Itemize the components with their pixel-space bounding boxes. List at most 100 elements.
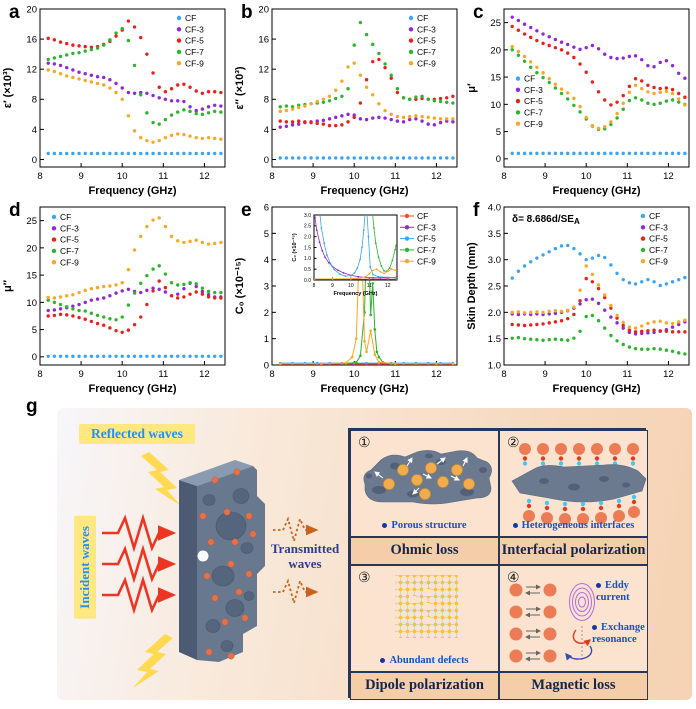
svg-text:5: 5 xyxy=(496,127,501,138)
svg-text:20: 20 xyxy=(258,4,269,15)
magnetic-loss-art xyxy=(509,583,595,663)
svg-text:CF-5: CF-5 xyxy=(524,96,543,106)
porous-structure-label: Porous structure xyxy=(351,520,498,531)
svg-text:5: 5 xyxy=(264,229,269,240)
svg-text:3.5: 3.5 xyxy=(488,229,501,240)
svg-text:2.0: 2.0 xyxy=(488,308,501,319)
mechanism-cell-defects: ③ xyxy=(350,565,499,672)
svg-text:ε″ (×10³): ε″ (×10³) xyxy=(234,66,246,110)
svg-text:3: 3 xyxy=(264,281,269,292)
svg-text:8: 8 xyxy=(501,369,506,380)
svg-text:5: 5 xyxy=(32,325,37,336)
porous-block-art xyxy=(179,460,265,662)
svg-text:6: 6 xyxy=(264,202,269,213)
svg-text:11: 11 xyxy=(390,171,400,182)
svg-text:8: 8 xyxy=(269,369,274,380)
svg-text:11: 11 xyxy=(390,369,400,380)
panel-e: e 8 9 10 11 12 0 1 2 3 4 5 6 Frequency (GHz) C₀ (×10⁻… xyxy=(232,198,464,396)
svg-text:1.0: 1.0 xyxy=(304,256,311,262)
transmitted-wave-arrows xyxy=(273,516,319,607)
svg-text:CF: CF xyxy=(417,211,428,221)
panel-letter-a: a xyxy=(9,2,20,23)
circled-number-2: ② xyxy=(507,434,520,450)
svg-text:9: 9 xyxy=(331,283,334,289)
svg-text:CF-5: CF-5 xyxy=(417,36,436,46)
chart-skin-depth: 8 9 10 11 12 1.0 1.5 2.0 2.5 3.0 3.5 4.0 Frequency (… xyxy=(466,202,690,395)
reflected-waves-label: Reflected waves xyxy=(79,424,195,444)
svg-text:4: 4 xyxy=(32,125,37,136)
svg-text:3.0: 3.0 xyxy=(304,213,311,219)
svg-text:10: 10 xyxy=(117,369,128,380)
svg-text:12: 12 xyxy=(26,65,37,76)
svg-text:12: 12 xyxy=(431,369,442,380)
svg-text:CF-9: CF-9 xyxy=(524,119,543,129)
chart-c0-inset: 8 9 10 11 12 0.0 0.5 1.0 1.5 2.0 2.5 3.0 Frequency (… xyxy=(291,213,398,296)
abundant-defects-label: Abundant defects xyxy=(351,655,498,666)
mechanism-title-interfacial-polarization: Interfacial polarization xyxy=(499,537,648,565)
svg-text:CF-9: CF-9 xyxy=(417,256,436,266)
svg-text:8: 8 xyxy=(32,95,37,106)
panel-a: a 8 9 10 11 12 0 4 8 12 16 20 Frequency (GHz) ε′ (×1… xyxy=(0,0,232,198)
panel-f: f 8 9 10 11 12 1.0 1.5 2.0 2.5 3.0 3.5 4.0 Frequency… xyxy=(464,198,696,396)
svg-text:CF-9: CF-9 xyxy=(185,58,204,68)
bullet-icon xyxy=(596,583,601,589)
svg-text:0.5: 0.5 xyxy=(304,267,311,273)
svg-text:15: 15 xyxy=(26,271,37,282)
svg-text:1.5: 1.5 xyxy=(488,334,501,345)
svg-text:10: 10 xyxy=(349,369,360,380)
wave-scene-art xyxy=(102,452,319,688)
svg-text:10: 10 xyxy=(348,283,354,289)
svg-text:4: 4 xyxy=(264,125,269,136)
svg-text:Frequency (GHz): Frequency (GHz) xyxy=(88,383,176,395)
svg-text:12: 12 xyxy=(663,369,674,380)
svg-text:0: 0 xyxy=(264,360,269,371)
svg-text:12: 12 xyxy=(199,171,210,182)
chart-epsilon-real: 8 9 10 11 12 0 4 8 12 16 20 Frequency (GHz) ε′ (×10³… xyxy=(2,4,226,197)
panel-letter-g: g xyxy=(26,396,38,417)
bullet-icon xyxy=(592,625,597,631)
svg-text:CF-3: CF-3 xyxy=(524,85,543,95)
svg-text:9: 9 xyxy=(310,369,315,380)
svg-text:25: 25 xyxy=(26,216,37,227)
svg-text:CF-7: CF-7 xyxy=(185,47,204,57)
svg-text:8: 8 xyxy=(37,369,42,380)
svg-text:2.0: 2.0 xyxy=(304,234,311,240)
panel-g: g xyxy=(0,396,696,709)
mechanism-table: ① xyxy=(348,428,648,700)
svg-text:CF-3: CF-3 xyxy=(417,24,436,34)
svg-text:C₀ (×10⁻¹⁵): C₀ (×10⁻¹⁵) xyxy=(234,257,246,314)
svg-text:12: 12 xyxy=(431,171,442,182)
svg-text:CF-7: CF-7 xyxy=(524,107,543,117)
svg-text:11: 11 xyxy=(622,171,632,182)
svg-text:11: 11 xyxy=(158,369,168,380)
mechanism-title-dipole-polarization: Dipole polarization xyxy=(350,672,499,700)
svg-text:CF-5: CF-5 xyxy=(649,234,668,244)
heterogeneous-interfaces-art xyxy=(511,443,647,525)
svg-text:4.0: 4.0 xyxy=(488,202,501,213)
svg-text:CF-5: CF-5 xyxy=(185,36,204,46)
svg-text:3.0: 3.0 xyxy=(488,255,501,266)
svg-text:CF-7: CF-7 xyxy=(417,245,436,255)
svg-text:16: 16 xyxy=(26,35,37,46)
svg-text:Skin Depth (mm): Skin Depth (mm) xyxy=(466,242,478,330)
svg-text:10: 10 xyxy=(581,369,592,380)
svg-text:CF-9: CF-9 xyxy=(417,58,436,68)
svg-text:10: 10 xyxy=(581,171,592,182)
circled-number-4: ④ xyxy=(507,569,520,585)
svg-text:20: 20 xyxy=(490,45,501,56)
svg-text:ε′ (×10³): ε′ (×10³) xyxy=(2,67,14,108)
svg-text:C₀ (×10⁻¹⁵): C₀ (×10⁻¹⁵) xyxy=(291,233,298,261)
mechanism-cell-magnetic: ④ xyxy=(499,565,648,672)
svg-text:CF-5: CF-5 xyxy=(60,235,79,245)
svg-text:CF-3: CF-3 xyxy=(417,222,436,232)
svg-text:Frequency (GHz): Frequency (GHz) xyxy=(88,185,176,197)
svg-text:CF-7: CF-7 xyxy=(60,246,79,256)
svg-text:CF: CF xyxy=(649,211,660,221)
svg-text:8: 8 xyxy=(264,95,269,106)
bullet-icon xyxy=(382,523,388,529)
svg-text:8: 8 xyxy=(501,171,506,182)
charts-grid: a 8 9 10 11 12 0 4 8 12 16 20 Frequency (GHz) ε′ (×1… xyxy=(0,0,696,396)
